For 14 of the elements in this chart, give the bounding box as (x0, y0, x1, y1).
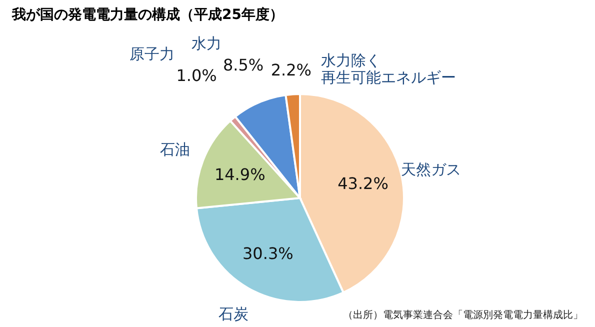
slice-label: 石炭 (218, 305, 248, 324)
data-label: 30.3% (242, 244, 294, 263)
data-label: 1.0% (176, 66, 217, 85)
text: （出所）電気事業連合会「電源別発電電力量構成比」 (343, 309, 583, 321)
data-label: 2.2% (270, 60, 312, 80)
slice-label: 水力 (191, 34, 222, 53)
slice-label: 天然ガス (400, 160, 461, 178)
slice-label: 水力除く再生可能エネルギー (321, 51, 456, 86)
chart-title: 我が国の発電電力量の構成（平成25年度） (11, 6, 284, 23)
slice-label: 石油 (160, 140, 190, 159)
data-label: 43.2% (338, 174, 388, 194)
data-label: 14.9% (214, 164, 266, 184)
data-label: 8.5% (222, 56, 264, 75)
slice-label: 原子力 (130, 44, 175, 63)
